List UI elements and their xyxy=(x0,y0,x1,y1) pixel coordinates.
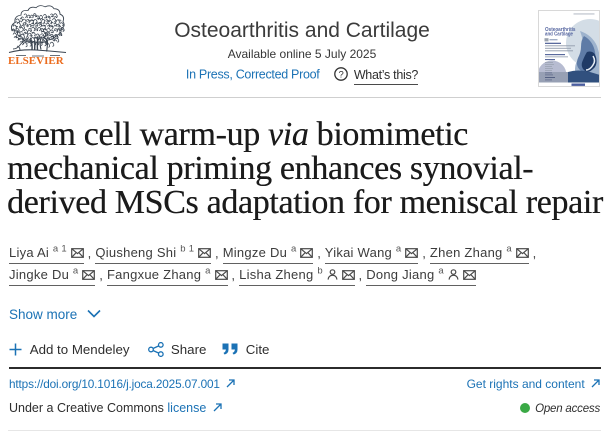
svg-text:and Cartilage: and Cartilage xyxy=(545,32,574,38)
svg-text:Osteoarthritis: Osteoarthritis xyxy=(545,27,576,33)
svg-text:?: ? xyxy=(338,69,343,80)
